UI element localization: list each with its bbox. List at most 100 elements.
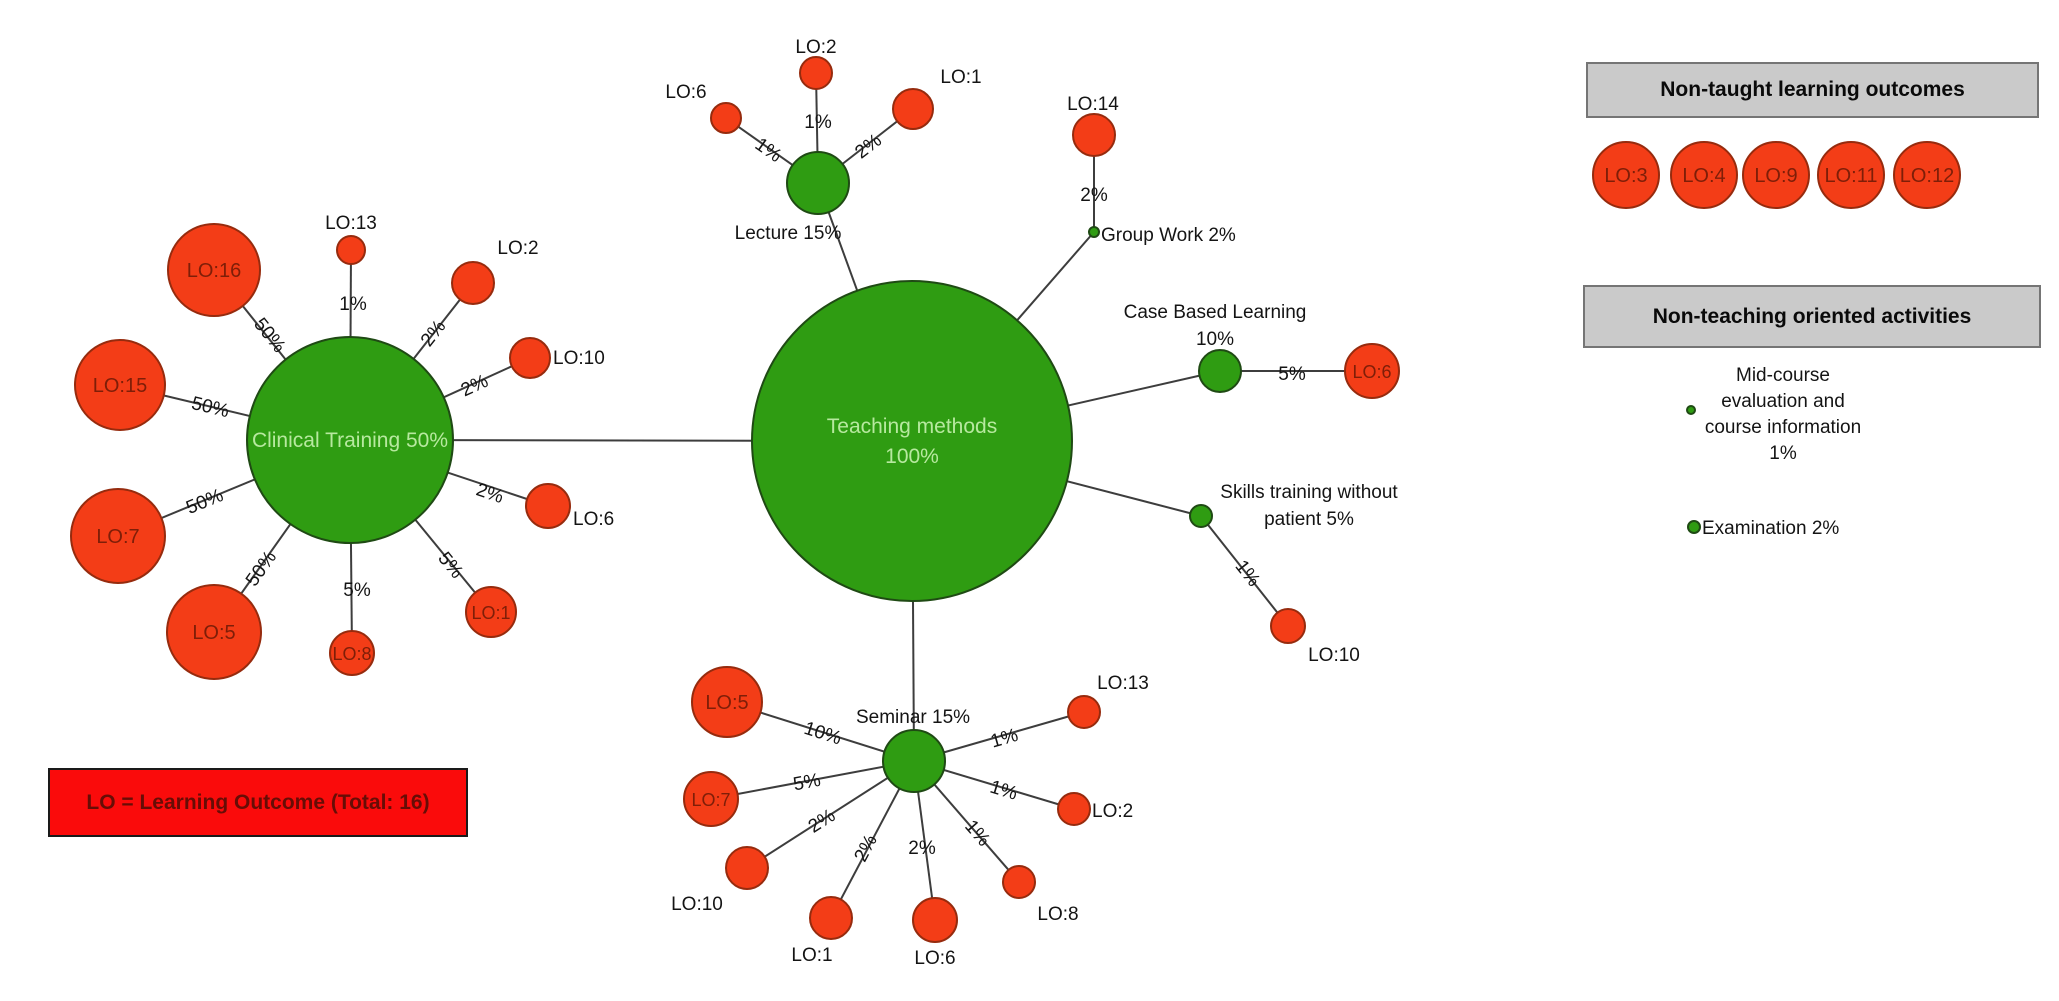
node-label-l14: LO:14 [1067, 94, 1119, 115]
node-clinical-circle [246, 336, 454, 544]
edge-label-clinical-c13: 1% [339, 294, 367, 315]
node-label-s1: LO:1 [791, 945, 832, 966]
node-label-case_based: Case Based Learning [1124, 302, 1307, 323]
edge-label-groupwork-l14: 2% [1080, 185, 1108, 206]
edge-label-seminar-s5: 10% [801, 718, 844, 749]
edge-skills-sk10 [1200, 515, 1289, 627]
node-label-s7: LO:7 [691, 790, 730, 810]
node-c5-circle [166, 584, 262, 680]
non-taught-panel: Non-taught learning outcomes [1586, 62, 2039, 118]
edge-label-skills-sk10: 1% [1231, 556, 1265, 591]
node-skills-circle [1189, 504, 1213, 528]
node-label-teaching: 100% [885, 445, 939, 468]
node-c15-circle [74, 339, 166, 431]
node-s6-circle [912, 897, 958, 943]
edge-label-seminar-s13: 1% [988, 725, 1020, 753]
lo-legend-box: LO = Learning Outcome (Total: 16) [48, 768, 468, 837]
node-label-leg4: LO:4 [1682, 165, 1725, 187]
node-label-c1: LO:1 [471, 603, 510, 623]
node-label-l1: LO:1 [940, 67, 981, 88]
node-label-s6: LO:6 [914, 948, 955, 969]
node-cb6-circle [1344, 343, 1400, 399]
non-teaching-panel: Non-teaching oriented activities [1583, 285, 2041, 348]
node-s5-circle [691, 666, 763, 738]
node-c8-circle [329, 630, 375, 676]
node-label-midcourse: 1% [1769, 443, 1797, 464]
edge-seminar-s7 [710, 760, 915, 800]
node-sk10-circle [1270, 608, 1306, 644]
node-label-s8: LO:8 [1037, 904, 1078, 925]
node-l6-circle [710, 102, 742, 134]
node-label-cb6: LO:6 [1352, 362, 1391, 382]
node-groupwork-circle [1088, 226, 1100, 238]
node-s8-circle [1002, 865, 1036, 899]
node-label-c8: LO:8 [332, 644, 371, 664]
node-label-seminar: Seminar 15% [856, 707, 970, 728]
node-label-midcourse: evaluation and [1721, 391, 1845, 412]
node-c16-circle [167, 223, 261, 317]
node-label-l2: LO:2 [795, 37, 836, 58]
node-case_based-circle [1198, 349, 1242, 393]
node-label-groupwork: Group Work 2% [1101, 225, 1236, 246]
edge-label-seminar-s1: 2% [850, 831, 881, 865]
node-label-leg11: LO:11 [1825, 165, 1878, 187]
node-label-sk10: LO:10 [1308, 645, 1360, 666]
node-label-c2: LO:2 [497, 238, 538, 259]
node-c10-circle [509, 337, 551, 379]
edge-label-clinical-c15: 50% [189, 393, 231, 422]
node-lecture-circle [786, 151, 850, 215]
node-leg12-circle [1893, 141, 1961, 209]
node-c13-circle [336, 235, 366, 265]
node-label-leg9: LO:9 [1754, 165, 1797, 187]
edge-label-clinical-c2: 2% [417, 316, 451, 351]
node-l2-circle [799, 56, 833, 90]
edge-label-clinical-c8: 5% [343, 580, 371, 601]
edge-label-seminar-s7: 5% [792, 770, 823, 796]
node-label-teaching: Teaching methods [827, 415, 997, 438]
lo-legend-label: LO = Learning Outcome (Total: 16) [86, 790, 430, 814]
node-label-case_based: 10% [1196, 329, 1234, 350]
node-s2-circle [1057, 792, 1091, 826]
node-s13-circle [1067, 695, 1101, 729]
node-s7-circle [683, 771, 739, 827]
node-label-s2: LO:2 [1092, 801, 1133, 822]
node-label-c16: LO:16 [187, 260, 241, 282]
node-label-c13: LO:13 [325, 213, 377, 234]
node-l1-circle [892, 88, 934, 130]
edge-label-lecture-l2: 1% [804, 112, 832, 133]
node-label-c10: LO:10 [553, 348, 605, 369]
node-c7-circle [70, 488, 166, 584]
node-leg4-circle [1670, 141, 1738, 209]
node-label-l6: LO:6 [665, 82, 706, 103]
node-s1-circle [809, 896, 853, 940]
node-label-skills: patient 5% [1264, 509, 1354, 530]
non-teaching-panel-title: Non-teaching oriented activities [1652, 304, 1972, 328]
node-s10-circle [725, 846, 769, 890]
node-label-skills: Skills training without [1220, 482, 1398, 503]
node-label-c15: LO:15 [93, 375, 147, 397]
node-label-midcourse: Mid-course [1736, 365, 1830, 386]
non-taught-panel-title: Non-taught learning outcomes [1660, 78, 1965, 101]
node-c6-circle [525, 483, 571, 529]
node-l14-circle [1072, 113, 1116, 157]
edge-label-seminar-s6: 2% [908, 838, 936, 859]
node-label-c7: LO:7 [96, 526, 139, 548]
node-c2-circle [451, 261, 495, 305]
node-label-s5: LO:5 [705, 692, 748, 714]
node-label-examination: Examination 2% [1702, 518, 1839, 539]
node-label-s10: LO:10 [671, 894, 723, 915]
node-label-midcourse: course information [1705, 417, 1861, 438]
node-c1-circle [465, 586, 517, 638]
node-label-s13: LO:13 [1097, 673, 1149, 694]
edge-label-seminar-s2: 1% [987, 777, 1019, 805]
node-leg9-circle [1742, 141, 1810, 209]
node-label-clinical: Clinical Training 50% [252, 429, 448, 452]
edge-label-clinical-c10: 2% [458, 371, 492, 402]
node-label-leg12: LO:12 [1900, 165, 1954, 187]
edge-label-case_based-cb6: 5% [1278, 364, 1306, 385]
edge-label-clinical-c7: 50% [183, 485, 226, 519]
node-examination-circle [1687, 520, 1701, 534]
node-teaching-circle [751, 280, 1073, 602]
